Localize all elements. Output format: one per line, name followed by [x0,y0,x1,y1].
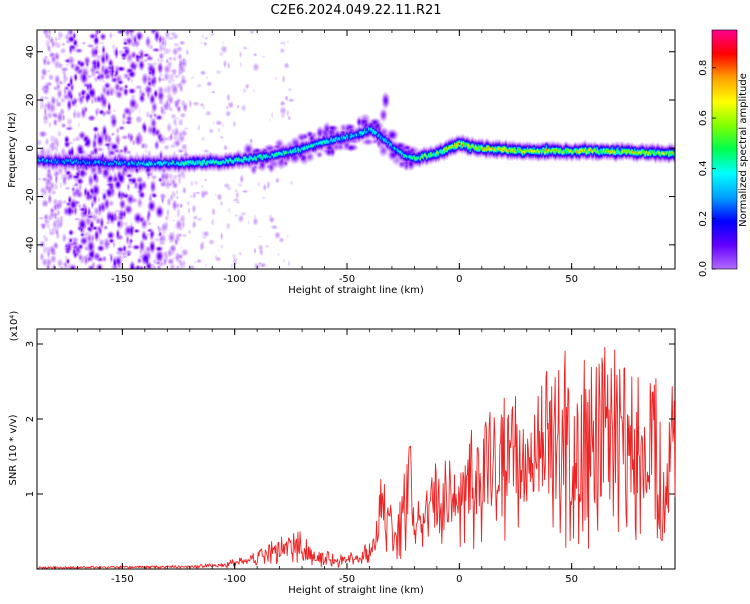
spectrogram-x-tick-label: -50 [339,274,355,285]
spectrogram-y-tick-label: -20 [25,188,36,204]
figure-title: C2E6.2024.049.22.11.R21 [270,3,441,18]
colorbar-gradient-container [712,30,737,269]
snr-x-tick-label: -100 [223,574,246,585]
spectrogram-frame [36,29,676,270]
snr-x-label: Height of straight line (km) [288,585,424,596]
spectrogram-x-tick-label: 0 [456,274,462,285]
spectrogram-y-tick-label: 0 [25,145,36,151]
colorbar-gradient [712,30,737,269]
snr-frame [36,328,676,570]
colorbar-tick-label: 0.2 [698,211,709,227]
snr-x-tick-label: -150 [111,574,134,585]
spectrogram-heatmap [37,30,675,269]
snr-y-label: SNR (10 * v/v) [8,414,19,485]
snr-scale-label: (x10⁴) [9,311,20,342]
spectrogram-x-label: Height of straight line (km) [288,285,424,296]
snr-panel: -150 -100 -50 0 50 1 2 3 Height of straight lin… [8,311,676,596]
spectrogram-y-tick-label: 20 [25,94,36,107]
snr-series [36,346,676,570]
snr-line [36,346,676,570]
snr-y-tick-label: 3 [25,341,36,347]
colorbar-label: Normalized spectral amplitude [738,73,749,227]
spectrogram-y-tick-label: 40 [25,45,36,58]
colorbar-tick-label: 0.4 [698,160,709,176]
colorbar-tick-label: 0.0 [698,261,709,277]
spectrogram-panel: -150 -100 -50 0 50 -40 -20 0 20 40 Height of stra… [7,29,676,296]
snr-y-tick-label: 2 [25,416,36,422]
spectrogram-y-tick-label: -40 [25,237,36,253]
colorbar-tick-label: 0.6 [698,110,709,126]
snr-axes: -150 -100 -50 0 50 1 2 3 [25,329,675,585]
snr-x-tick-label: 0 [456,574,462,585]
colorbar-frame [711,29,738,270]
snr-y-tick-label: 1 [25,491,36,497]
spectrogram-axes: -150 -100 -50 0 50 -40 -20 0 20 40 [25,30,675,285]
spectrogram-image-container [37,30,675,269]
spectrogram-x-tick-label: -150 [111,274,134,285]
spectrogram-x-tick-label: 50 [565,274,578,285]
spectrogram-x-tick-label: -100 [223,274,246,285]
colorbar-tick-label: 0.8 [698,60,709,76]
colorbar-ticks: 0.0 0.2 0.4 0.6 0.8 [698,60,716,277]
colorbar: 0.0 0.2 0.4 0.6 0.8 Normalized spectral ampl… [698,29,749,277]
spectrogram-y-label: Frequency (Hz) [7,112,18,188]
snr-x-tick-label: 50 [565,574,578,585]
snr-x-tick-label: -50 [339,574,355,585]
